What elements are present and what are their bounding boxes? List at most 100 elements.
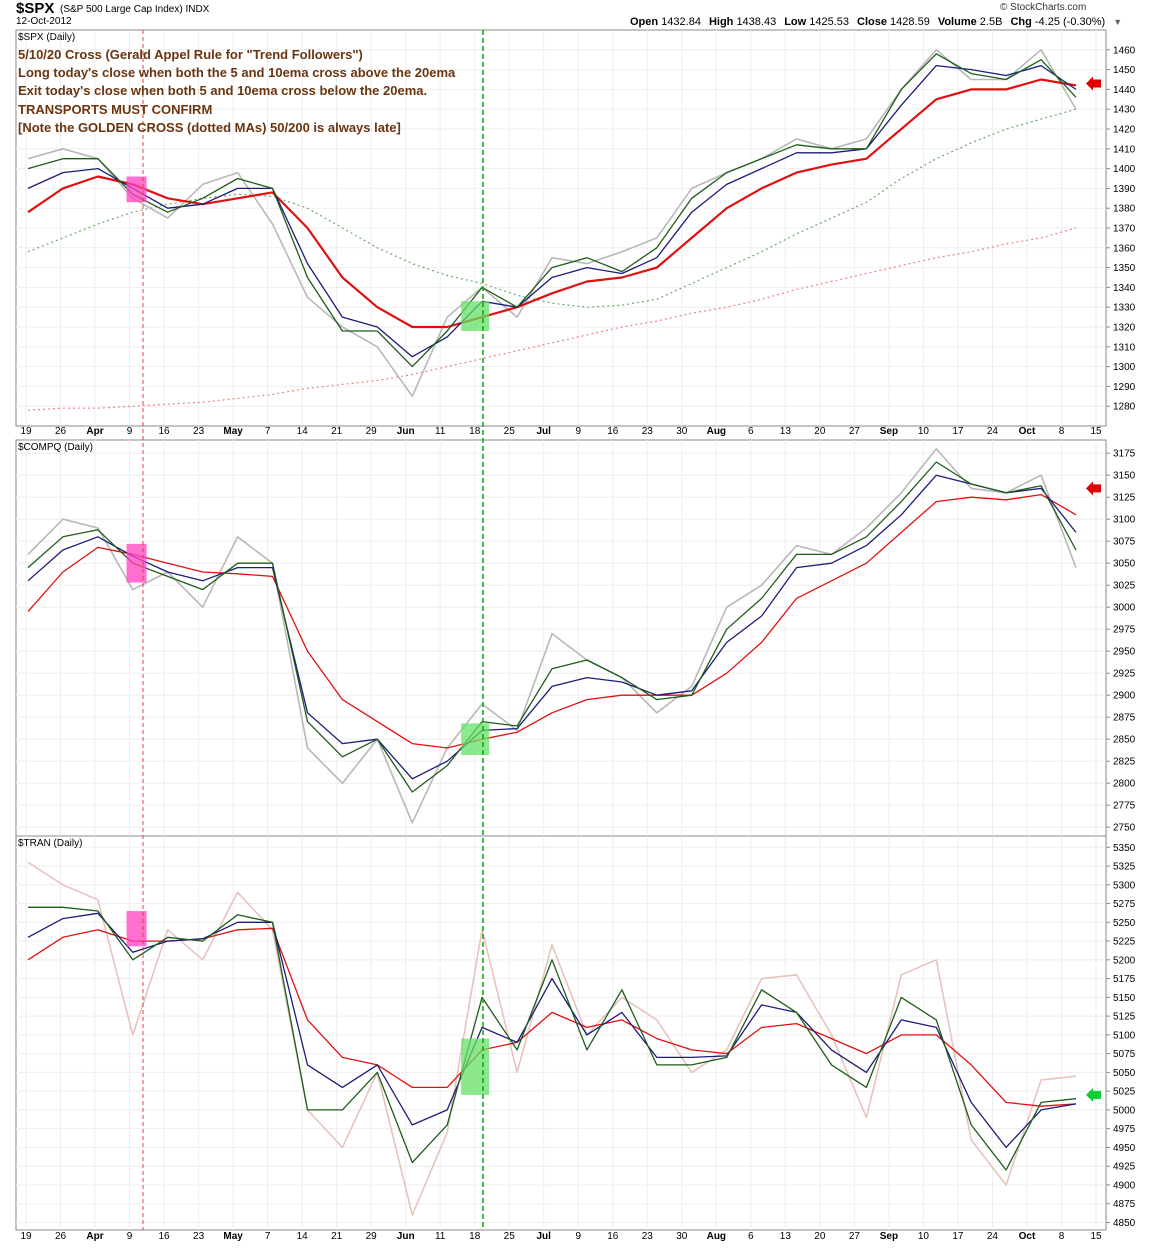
quote-label: High	[708, 16, 737, 28]
quote-bar: Open 1432.84 High 1438.43 Low 1425.53 Close…	[630, 16, 1122, 28]
series-line-ema10	[27, 64, 1077, 358]
y-tick-label: 5050	[1113, 1068, 1136, 1079]
y-tick-label: 1370	[1113, 224, 1136, 235]
panel-title: $COMPQ (Daily)	[18, 442, 93, 453]
y-tick-label: 1360	[1113, 243, 1136, 254]
series-line-ema10	[27, 912, 1077, 1149]
annotation-line: 5/10/20 Cross (Gerald Appel Rule for "Tr…	[18, 47, 363, 62]
x-tick-label: Jul	[537, 426, 552, 437]
y-tick-label: 1290	[1113, 382, 1136, 393]
symbol-title: $SPX	[16, 0, 55, 17]
y-tick-label: 2800	[1113, 779, 1136, 790]
annotation-line: [Note the GOLDEN CROSS (dotted MAs) 50/2…	[18, 119, 401, 135]
x-tick-label: 13	[780, 1231, 792, 1242]
buy-signal-box	[461, 723, 490, 756]
x-tick-label: May	[223, 1231, 243, 1242]
series-line-close	[27, 447, 1077, 824]
x-tick-label: 26	[55, 1231, 67, 1242]
y-tick-label: 1380	[1113, 204, 1136, 215]
x-tick-label: 18	[469, 1231, 481, 1242]
y-tick-label: 4975	[1113, 1124, 1136, 1135]
y-tick-label: 1330	[1113, 303, 1136, 314]
series-line-ema20	[27, 493, 1077, 749]
brand-watermark: © StockCharts.com	[1000, 2, 1087, 13]
x-tick-label: 7	[265, 1231, 271, 1242]
y-tick-label: 1450	[1113, 65, 1136, 76]
annotation-line: Exit today's close when both 5 and 10ema…	[18, 83, 428, 99]
y-tick-label: 5275	[1113, 899, 1136, 910]
x-tick-label: 21	[331, 1231, 343, 1242]
y-tick-label: 5175	[1113, 974, 1136, 985]
x-tick-label: Sep	[880, 1231, 898, 1242]
x-tick-label: 19	[20, 1231, 32, 1242]
x-tick-label: 14	[297, 1231, 309, 1242]
x-tick-label: 18	[469, 426, 481, 437]
x-tick-label: 11	[435, 426, 446, 437]
y-tick-label: 2825	[1113, 757, 1136, 768]
buy-signal-box	[461, 301, 490, 331]
sell-signal-box	[126, 543, 147, 583]
x-tick-label: Oct	[1019, 426, 1036, 437]
x-tick-label: 16	[607, 1231, 619, 1242]
x-tick-label: 17	[952, 426, 964, 437]
x-tick-label: 29	[366, 1231, 378, 1242]
x-tick-label: 29	[366, 426, 378, 437]
y-tick-label: 1410	[1113, 144, 1136, 155]
quote-value: 1425.53	[809, 16, 850, 28]
series-line-ema10	[27, 474, 1077, 780]
y-tick-label: 1390	[1113, 184, 1136, 195]
quote-label: Volume	[937, 16, 980, 28]
quote-value: 1432.84	[661, 16, 701, 28]
x-tick-label: Apr	[86, 426, 103, 437]
x-tick-label: Jun	[397, 426, 415, 437]
x-tick-label: 15	[1090, 426, 1102, 437]
x-tick-label: 23	[193, 426, 205, 437]
y-tick-label: 3100	[1113, 515, 1136, 526]
y-tick-label: 1340	[1113, 283, 1136, 294]
y-tick-label: 5250	[1113, 918, 1136, 929]
x-tick-label: 7	[265, 426, 271, 437]
x-tick-label: May	[223, 426, 243, 437]
panel-title: $SPX (Daily)	[18, 32, 75, 43]
y-tick-label: 1440	[1113, 85, 1136, 96]
y-tick-label: 3075	[1113, 537, 1136, 548]
y-tick-label: 4900	[1113, 1180, 1136, 1191]
x-tick-label: 9	[575, 1231, 581, 1242]
y-tick-label: 3150	[1113, 471, 1136, 482]
y-tick-label: 2950	[1113, 647, 1136, 658]
y-tick-label: 2775	[1113, 801, 1136, 812]
x-tick-label: 17	[952, 1231, 964, 1242]
y-tick-label: 4925	[1113, 1162, 1136, 1173]
y-tick-label: 5300	[1113, 880, 1136, 891]
y-tick-label: 1310	[1113, 342, 1136, 353]
y-tick-label: 1350	[1113, 263, 1136, 274]
quote-label: Low	[784, 16, 810, 28]
x-tick-label: 30	[676, 1231, 688, 1242]
y-tick-label: 5025	[1113, 1087, 1136, 1098]
chart-overlay	[142, 30, 484, 1230]
change-dropdown-icon[interactable]: ▼	[1113, 17, 1123, 27]
x-tick-label: Jun	[397, 1231, 415, 1242]
y-tick-label: 5000	[1113, 1105, 1136, 1116]
y-tick-label: 5200	[1113, 955, 1136, 966]
x-tick-label: 26	[55, 426, 67, 437]
x-tick-label: 24	[987, 1231, 999, 1242]
buy-signal-box	[461, 1038, 490, 1095]
x-tick-label: Aug	[707, 426, 726, 437]
x-tick-label: 9	[127, 426, 133, 437]
chart-panel: 19 26 Apr 9 16 23 May 7 14 21 29 Jun 11 18 25 Jul 9 16 23 3…	[15, 29, 1136, 437]
y-tick-label: 1460	[1113, 45, 1136, 56]
y-tick-label: 5350	[1113, 843, 1136, 854]
x-tick-label: Oct	[1019, 1231, 1036, 1242]
x-tick-label: Jul	[537, 1231, 552, 1242]
y-tick-label: 2750	[1113, 823, 1136, 834]
x-tick-label: 9	[575, 426, 581, 437]
red-arrow-icon	[1086, 481, 1101, 496]
annotation-line: TRANSPORTS MUST CONFIRM	[18, 101, 213, 117]
y-tick-label: 1320	[1113, 323, 1136, 334]
quote-label: Close	[857, 16, 891, 28]
sell-signal-box	[126, 911, 147, 947]
x-tick-label: 11	[435, 1231, 446, 1242]
x-tick-label: Sep	[880, 426, 898, 437]
red-arrow-icon	[1086, 76, 1101, 91]
